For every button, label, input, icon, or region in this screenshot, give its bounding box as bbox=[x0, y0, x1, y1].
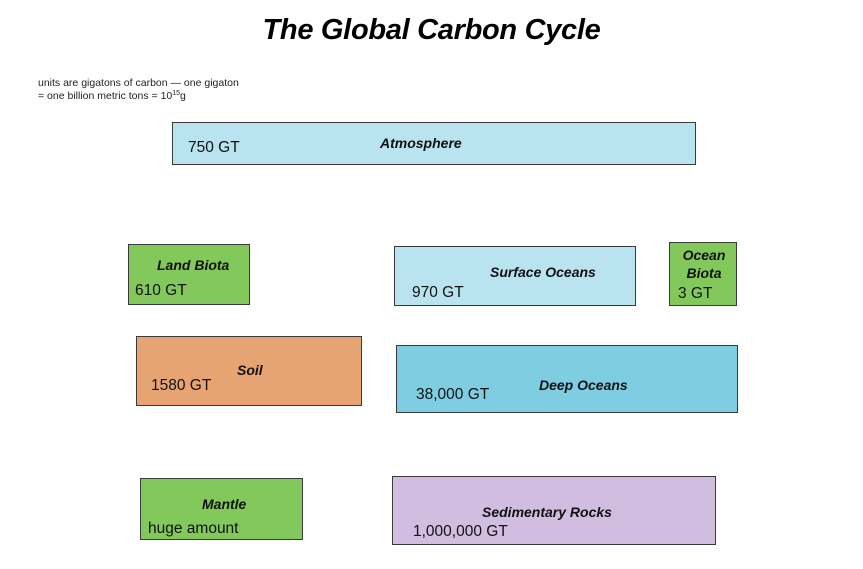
atmosphere-amount: 750 GT bbox=[188, 139, 240, 156]
surface-oceans-amount: 970 GT bbox=[412, 284, 464, 301]
land-biota-label: Land Biota bbox=[157, 257, 230, 273]
deep-oceans-label: Deep Oceans bbox=[539, 377, 628, 393]
mantle-label: Mantle bbox=[202, 496, 247, 512]
soil-amount: 1580 GT bbox=[151, 377, 212, 394]
soil-label: Soil bbox=[237, 362, 263, 378]
units-note: units are gigatons of carbon — one gigat… bbox=[38, 77, 239, 103]
surface-oceans-box: Surface Oceans 970 GT bbox=[394, 246, 636, 306]
units-note-line-1: units are gigatons of carbon — one gigat… bbox=[38, 77, 239, 89]
mantle-amount: huge amount bbox=[148, 520, 239, 537]
atmosphere-label: Atmosphere bbox=[380, 135, 462, 151]
sedimentary-rocks-label: Sedimentary Rocks bbox=[482, 504, 612, 520]
deep-oceans-box: Deep Oceans 38,000 GT bbox=[396, 345, 738, 413]
land-biota-amount: 610 GT bbox=[135, 282, 187, 299]
soil-box: Soil 1580 GT bbox=[136, 336, 362, 406]
deep-oceans-amount: 38,000 GT bbox=[416, 386, 490, 403]
atmosphere-box: Atmosphere 750 GT bbox=[172, 122, 696, 165]
sedimentary-rocks-box: Sedimentary Rocks 1,000,000 GT bbox=[392, 476, 716, 545]
ocean-biota-box: Ocean Biota 3 GT bbox=[669, 242, 737, 306]
surface-oceans-label: Surface Oceans bbox=[490, 264, 596, 280]
sedimentary-rocks-amount: 1,000,000 GT bbox=[413, 523, 508, 540]
units-note-exponent: 15 bbox=[172, 90, 181, 97]
land-biota-box: Land Biota 610 GT bbox=[128, 244, 250, 305]
units-note-suffix: g bbox=[180, 90, 186, 102]
units-note-prefix: = one billion metric tons = 10 bbox=[38, 90, 173, 102]
mantle-box: Mantle huge amount bbox=[140, 478, 303, 540]
diagram-title: The Global Carbon Cycle bbox=[262, 14, 601, 46]
ocean-biota-label: Ocean Biota bbox=[682, 247, 726, 281]
units-note-line-2: = one billion metric tons = 1015g bbox=[38, 90, 239, 103]
ocean-biota-amount: 3 GT bbox=[678, 285, 713, 302]
